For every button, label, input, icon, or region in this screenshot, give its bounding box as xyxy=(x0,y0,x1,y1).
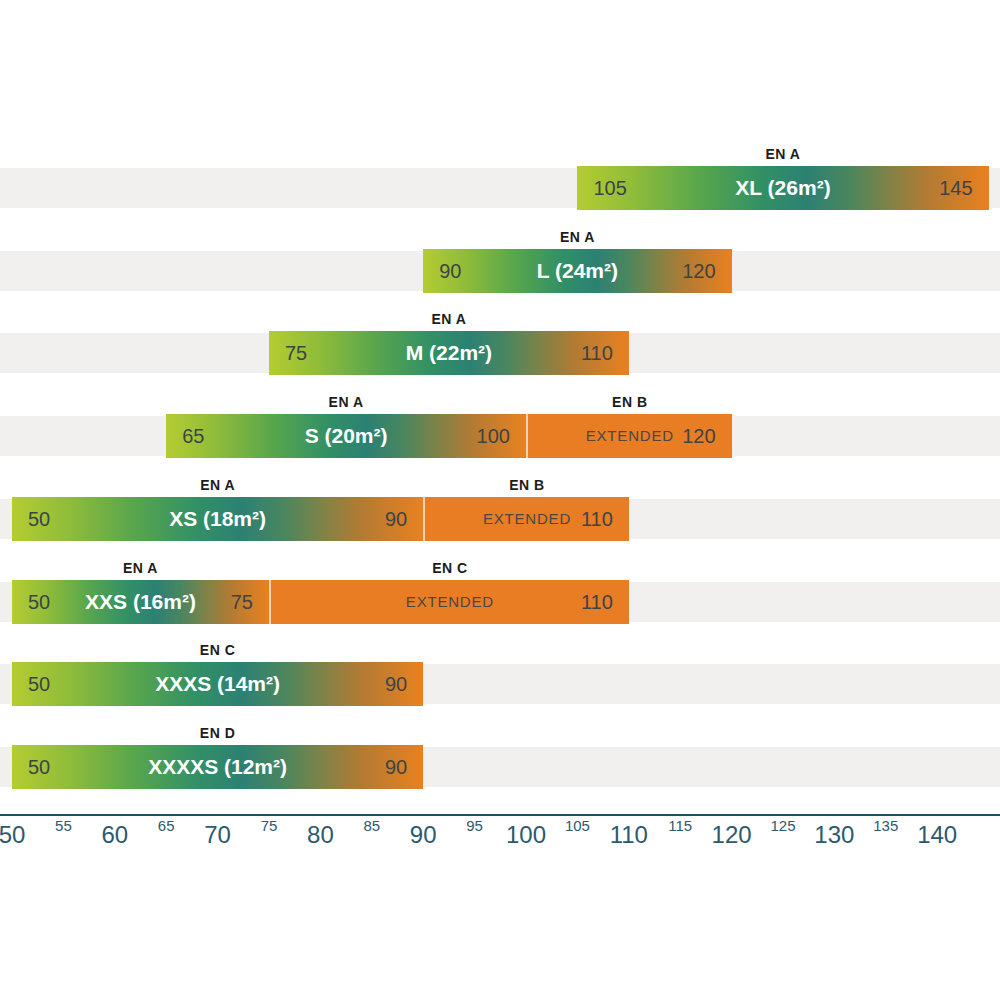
cert-segment-extended: EN C EXTENDED 110 xyxy=(269,580,629,624)
axis-tick-label: 110 xyxy=(610,821,648,848)
cert-label: EN D xyxy=(12,725,423,741)
size-label: XS (18m²) xyxy=(12,497,423,541)
max-weight-label: 120 xyxy=(682,249,715,293)
axis-tick-60: 60 xyxy=(101,821,128,849)
axis-tick-label: 105 xyxy=(565,817,590,834)
size-row-s: EN A 65 S (20m²) 100 EN B EXTENDED 120 xyxy=(0,414,1000,458)
axis-tick-50: 50 xyxy=(0,821,25,849)
cert-segment-extended: EN B EXTENDED 110 xyxy=(423,497,629,541)
cert-segment-gradient: EN A 50 XS (18m²) 90 xyxy=(12,497,423,541)
axis-tick-label: 140 xyxy=(917,821,957,848)
axis-tick-140: 140 xyxy=(917,821,957,849)
axis-tick-label: 130 xyxy=(814,821,854,848)
axis-tick-65: 65 xyxy=(158,817,175,834)
axis-tick-130: 130 xyxy=(814,821,854,849)
cert-segment-gradient: EN C 50 XXXS (14m²) 90 xyxy=(12,662,423,706)
axis-tick-90: 90 xyxy=(410,821,437,849)
axis-tick-95: 95 xyxy=(466,817,483,834)
size-row-l: EN A 90 L (24m²) 120 xyxy=(0,249,1000,293)
axis-tick-label: 80 xyxy=(307,821,334,848)
size-label: XXXXS (12m²) xyxy=(12,745,423,789)
cert-segment-gradient: EN A 90 L (24m²) 120 xyxy=(423,249,731,293)
axis-tick-label: 75 xyxy=(261,817,278,834)
cert-label: EN B xyxy=(425,477,629,493)
axis-tick-110: 110 xyxy=(610,821,648,849)
cert-segment-gradient: EN A 50 XXS (16m²) 75 xyxy=(12,580,269,624)
max-weight-label: 110 xyxy=(581,331,613,375)
axis-tick-label: 85 xyxy=(363,817,380,834)
size-label: XL (26m²) xyxy=(577,166,988,210)
axis-tick-label: 95 xyxy=(466,817,483,834)
axis-tick-105: 105 xyxy=(565,817,590,834)
x-axis-line xyxy=(0,814,1000,816)
size-row-xxs: EN A 50 XXS (16m²) 75 EN C EXTENDED 110 xyxy=(0,580,1000,624)
max-weight-label: 110 xyxy=(581,497,613,541)
axis-tick-135: 135 xyxy=(873,817,898,834)
axis-tick-label: 100 xyxy=(506,821,546,848)
size-row-xxxxs: EN D 50 XXXXS (12m²) 90 xyxy=(0,745,1000,789)
axis-tick-75: 75 xyxy=(261,817,278,834)
axis-tick-label: 60 xyxy=(101,821,128,848)
axis-tick-55: 55 xyxy=(55,817,72,834)
weight-range-chart: EN A 105 XL (26m²) 145 EN A 90 L (24m²) … xyxy=(0,0,1000,1000)
axis-tick-125: 125 xyxy=(770,817,795,834)
cert-segment-extended: EN B EXTENDED 120 xyxy=(526,414,732,458)
extended-label: EXTENDED xyxy=(271,580,629,624)
axis-tick-label: 125 xyxy=(770,817,795,834)
cert-label: EN A xyxy=(166,394,526,410)
max-weight-label: 90 xyxy=(385,745,407,789)
max-weight-label: 90 xyxy=(385,497,407,541)
max-weight-label: 110 xyxy=(581,580,613,624)
max-weight-label: 75 xyxy=(231,580,253,624)
size-row-m: EN A 75 M (22m²) 110 xyxy=(0,331,1000,375)
cert-label: EN B xyxy=(528,394,732,410)
cert-label: EN A xyxy=(423,229,731,245)
axis-tick-100: 100 xyxy=(506,821,546,849)
axis-tick-120: 120 xyxy=(712,821,752,849)
axis-tick-85: 85 xyxy=(363,817,380,834)
axis-tick-70: 70 xyxy=(204,821,231,849)
cert-label: EN C xyxy=(12,642,423,658)
axis-tick-label: 135 xyxy=(873,817,898,834)
cert-label: EN A xyxy=(577,146,988,162)
max-weight-label: 100 xyxy=(477,414,510,458)
axis-tick-80: 80 xyxy=(307,821,334,849)
size-label: XXXS (14m²) xyxy=(12,662,423,706)
size-label: M (22m²) xyxy=(269,331,629,375)
size-row-xs: EN A 50 XS (18m²) 90 EN B EXTENDED 110 xyxy=(0,497,1000,541)
axis-tick-label: 70 xyxy=(204,821,231,848)
size-row-xl: EN A 105 XL (26m²) 145 xyxy=(0,166,1000,210)
max-weight-label: 90 xyxy=(385,662,407,706)
cert-label: EN A xyxy=(269,311,629,327)
size-label: S (20m²) xyxy=(166,414,526,458)
cert-label: EN A xyxy=(12,477,423,493)
cert-segment-gradient: EN A 75 M (22m²) 110 xyxy=(269,331,629,375)
axis-tick-115: 115 xyxy=(668,817,692,834)
max-weight-label: 120 xyxy=(682,414,715,458)
cert-label: EN C xyxy=(271,560,629,576)
cert-label: EN A xyxy=(12,560,269,576)
max-weight-label: 145 xyxy=(939,166,972,210)
axis-tick-label: 55 xyxy=(55,817,72,834)
axis-tick-label: 90 xyxy=(410,821,437,848)
cert-segment-gradient: EN D 50 XXXXS (12m²) 90 xyxy=(12,745,423,789)
axis-tick-label: 120 xyxy=(712,821,752,848)
axis-tick-label: 65 xyxy=(158,817,175,834)
size-row-xxxs: EN C 50 XXXS (14m²) 90 xyxy=(0,662,1000,706)
cert-segment-gradient: EN A 105 XL (26m²) 145 xyxy=(577,166,988,210)
cert-segment-gradient: EN A 65 S (20m²) 100 xyxy=(166,414,526,458)
axis-tick-label: 50 xyxy=(0,821,25,848)
axis-tick-label: 115 xyxy=(668,817,692,834)
